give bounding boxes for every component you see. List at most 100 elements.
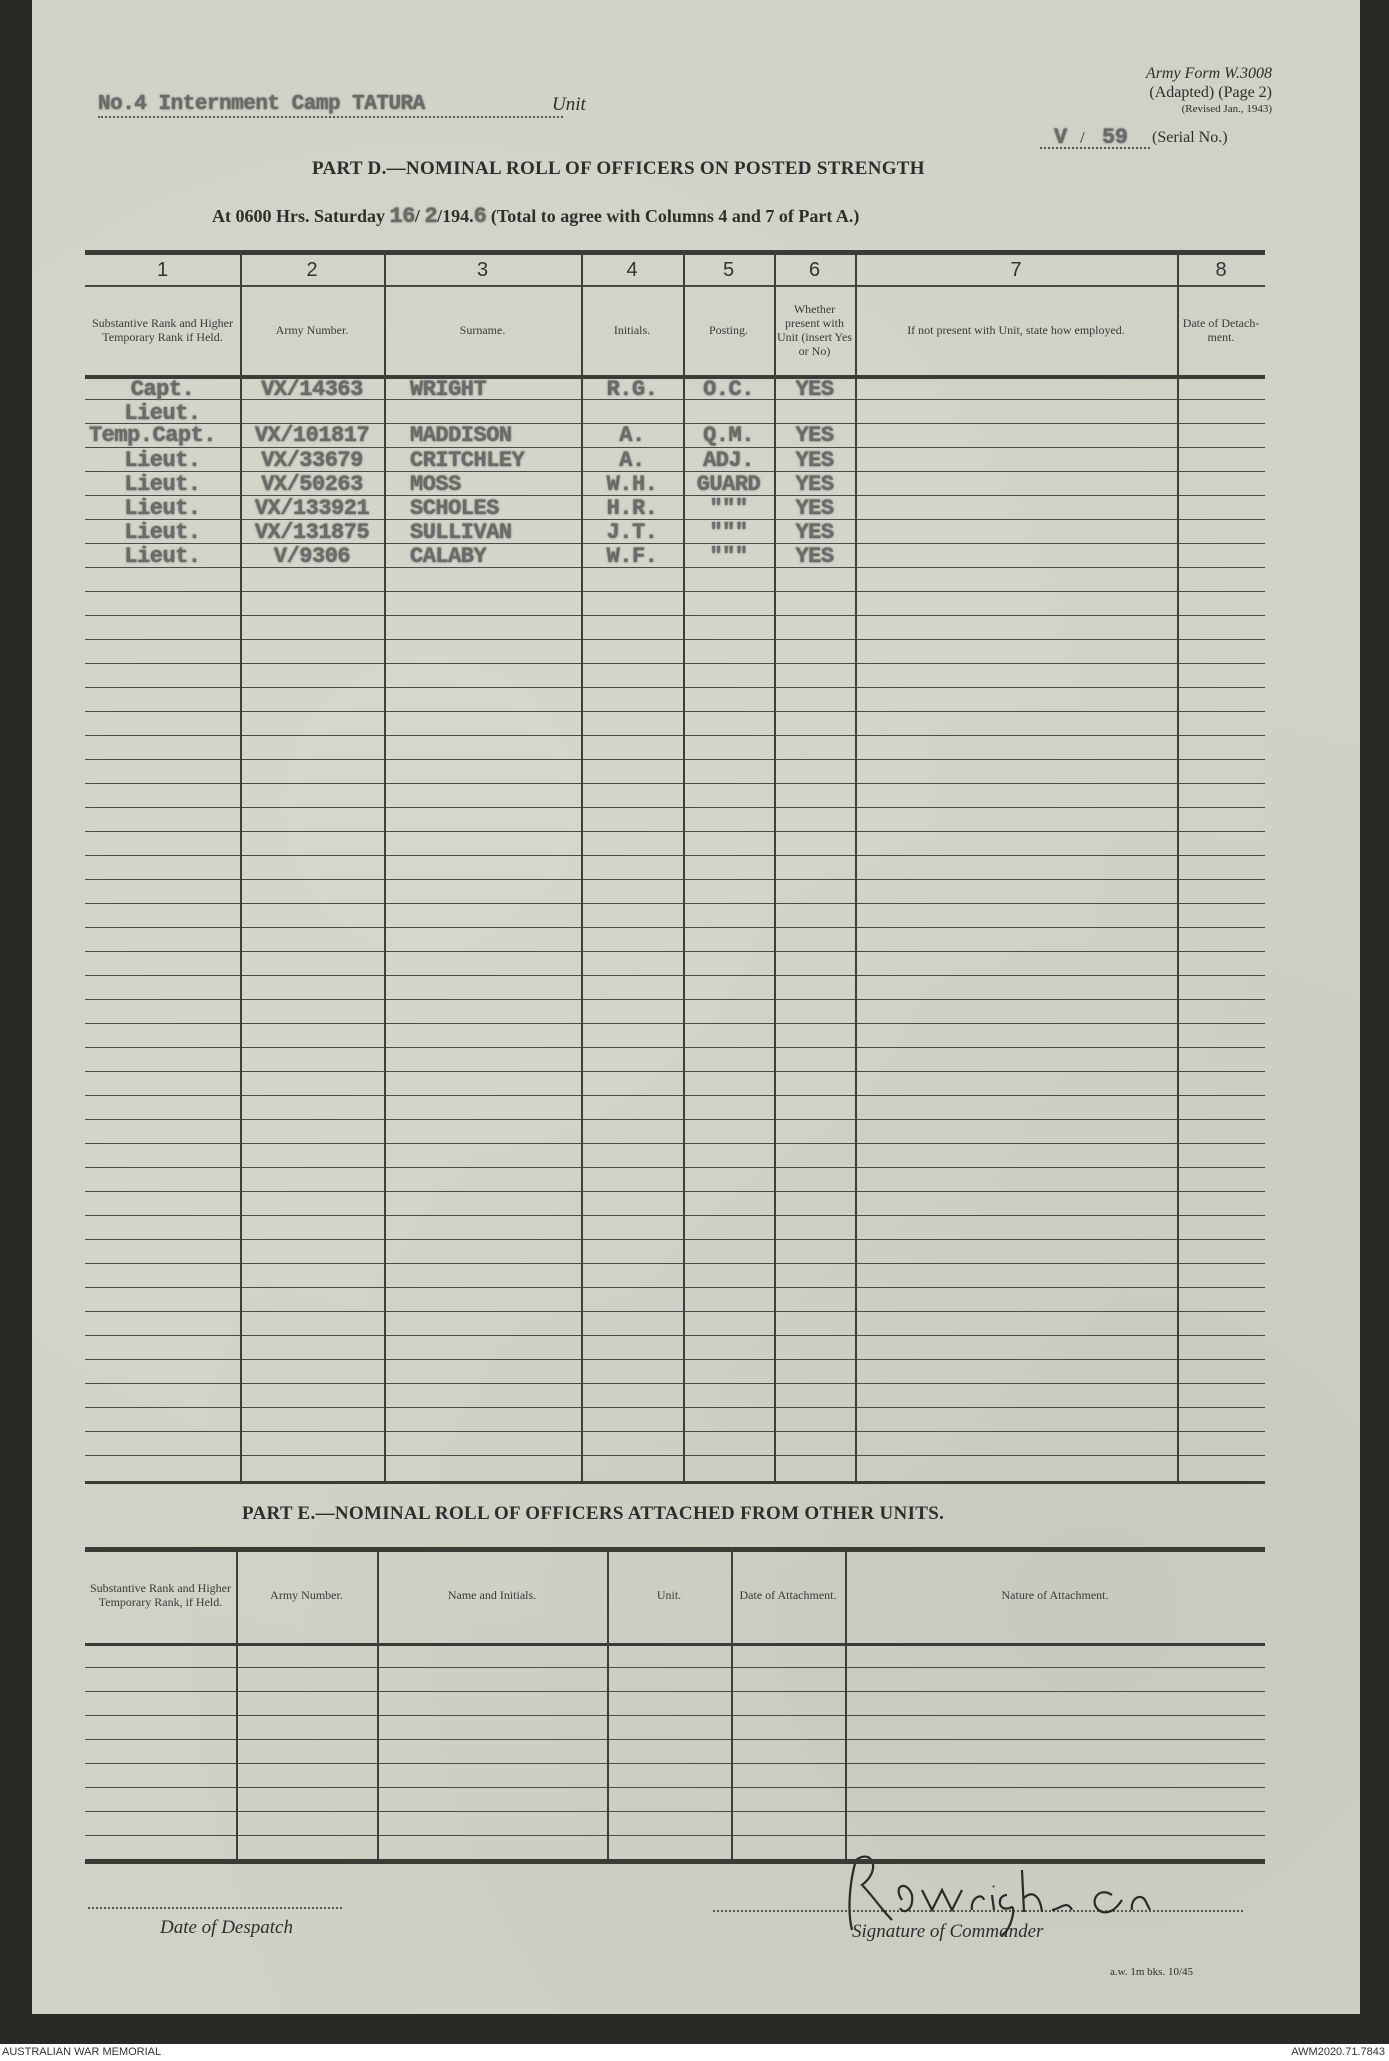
row-line	[85, 975, 1265, 976]
row-line	[85, 1811, 1265, 1812]
entry-surname: WRIGHT	[410, 377, 487, 402]
column-divider	[607, 1547, 609, 1859]
form-revised: (Revised Jan., 1943)	[1181, 103, 1272, 115]
entry-surname: CRITCHLEY	[410, 448, 525, 473]
entry-present: YES	[795, 496, 834, 521]
row-line	[85, 1715, 1265, 1716]
entry-army-number: V/9306	[273, 544, 351, 569]
column-header-6: Whether present with Unit (insert Yes or…	[777, 302, 853, 358]
column-number-1: 1	[156, 259, 169, 281]
entry-posting: ADJ.	[703, 448, 754, 473]
entry-posting: """	[709, 496, 748, 521]
entry-posting: GUARD	[696, 472, 761, 497]
entry-present: YES	[795, 448, 834, 473]
row-line	[85, 1335, 1265, 1336]
entry-army-number: VX/101817	[254, 423, 370, 448]
signature-line[interactable]	[713, 1910, 1243, 1912]
row-line	[85, 543, 1265, 544]
despatch-date-line[interactable]	[88, 1907, 342, 1909]
row-line	[85, 831, 1265, 832]
date-month: 2	[424, 204, 438, 229]
footer-accession-number: AWM2020.71.7843	[1291, 2046, 1385, 2058]
entry-initials: J.T.	[606, 520, 658, 545]
row-line	[85, 1071, 1265, 1072]
part-e-column-header-5: Date of Attachment.	[739, 1588, 837, 1602]
row-line	[85, 1787, 1265, 1788]
row-line	[85, 1263, 1265, 1264]
entry-present: YES	[795, 544, 834, 569]
column-header-2: Army Number.	[275, 323, 349, 337]
part-e-bottom-rule	[85, 1859, 1265, 1864]
entry-rank: Capt.	[130, 377, 195, 402]
entry-rank: Lieut.	[124, 520, 201, 545]
entry-surname: SCHOLES	[410, 496, 499, 521]
entry-posting: """	[709, 520, 748, 545]
column-divider	[855, 250, 857, 1481]
entry-present: YES	[795, 423, 834, 448]
part-e-column-header-4: Unit.	[656, 1588, 682, 1602]
entry-rank: Lieut.	[124, 472, 201, 497]
row-line	[85, 1835, 1265, 1836]
date-suffix: (Total to agree with Columns 4 and 7 of …	[490, 206, 860, 226]
column-divider	[236, 1547, 238, 1859]
column-number-6: 6	[808, 259, 821, 281]
column-number-7: 7	[1010, 259, 1022, 281]
entry-posting: Q.M.	[703, 423, 754, 448]
date-year-prefix: /194.	[437, 206, 474, 226]
entry-surname: SULLIVAN	[410, 520, 512, 545]
column-number-5: 5	[722, 259, 735, 281]
serial-slash: /	[1080, 128, 1085, 147]
signature-of-commander-label: Signature of Commander	[852, 1921, 1044, 1942]
serial-dotted-line	[1040, 147, 1150, 149]
part-d-title: PART D.—NOMINAL ROLL OF OFFICERS ON POST…	[312, 158, 925, 179]
row-line	[85, 519, 1265, 520]
entry-posting: """	[709, 544, 748, 569]
row-line	[85, 1191, 1265, 1192]
row-line	[85, 1455, 1265, 1456]
row-line	[85, 663, 1265, 664]
column-divider	[384, 250, 386, 1481]
column-divider	[377, 1547, 379, 1859]
column-divider	[845, 1547, 847, 1859]
entry-initials: W.F.	[606, 544, 658, 569]
row-line	[85, 999, 1265, 1000]
table-bottom-rule	[85, 1481, 1265, 1484]
unit-dotted-line	[98, 116, 563, 118]
row-line	[85, 1095, 1265, 1096]
row-line	[85, 1023, 1265, 1024]
column-header-4: Initials.	[613, 323, 651, 337]
row-line	[85, 735, 1265, 736]
row-line	[85, 903, 1265, 904]
row-line	[85, 927, 1265, 928]
column-divider	[774, 250, 776, 1481]
entry-initials: H.R.	[606, 496, 658, 521]
column-number-rule	[85, 285, 1265, 287]
entry-initials: A.	[619, 448, 645, 473]
row-line	[85, 495, 1265, 496]
row-line	[85, 1431, 1265, 1432]
row-line	[85, 1167, 1265, 1168]
entry-rank: Lieut.	[124, 401, 201, 426]
entry-present: YES	[795, 472, 834, 497]
row-line	[85, 591, 1265, 592]
row-line	[85, 879, 1265, 880]
row-line	[85, 567, 1265, 568]
form-page: No.4 Internment Camp TATURA Unit Army Fo…	[32, 0, 1360, 2014]
column-header-5: Posting.	[708, 323, 748, 337]
entry-present: YES	[795, 377, 834, 402]
column-header-3: Surname.	[459, 323, 506, 337]
row-line	[85, 951, 1265, 952]
column-header-7: If not present with Unit, state how empl…	[907, 323, 1125, 337]
serial-label: (Serial No.)	[1152, 129, 1228, 146]
row-line	[85, 711, 1265, 712]
date-year-digit: 6	[473, 204, 487, 229]
unit-label: Unit	[552, 94, 586, 115]
form-number: Army Form W.3008	[1145, 65, 1272, 82]
part-e-top-rule	[85, 1547, 1265, 1552]
entry-present: YES	[795, 520, 834, 545]
entry-rank: Lieut.	[124, 448, 201, 473]
entry-rank: Temp.Capt.	[88, 423, 217, 448]
row-line	[85, 1215, 1265, 1216]
row-line	[85, 1119, 1265, 1120]
row-line	[85, 1691, 1265, 1692]
